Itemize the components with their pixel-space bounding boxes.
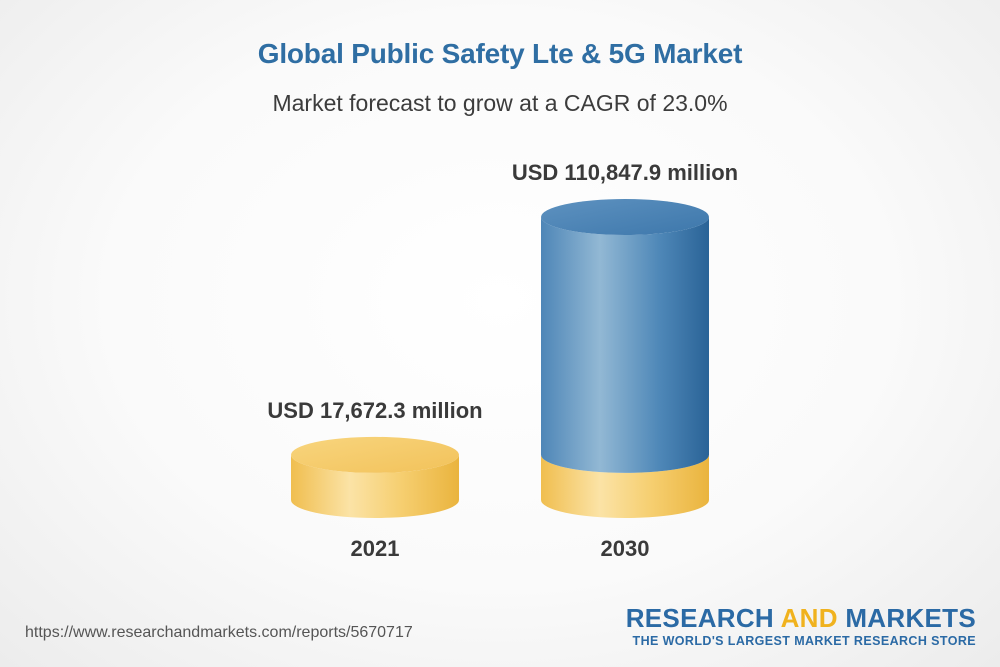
value-label-2030: USD 110,847.9 million bbox=[512, 160, 738, 185]
bar-2030-growth bbox=[541, 217, 709, 473]
brand-tagline: THE WORLD'S LARGEST MARKET RESEARCH STOR… bbox=[632, 634, 976, 648]
chart-title: Global Public Safety Lte & 5G Market bbox=[257, 38, 743, 69]
source-url[interactable]: https://www.researchandmarkets.com/repor… bbox=[25, 624, 413, 641]
bar-2030-top bbox=[541, 199, 709, 235]
brand-name: RESEARCH AND MARKETS bbox=[626, 604, 976, 632]
bar-2021-top bbox=[291, 436, 459, 473]
brand-name-part3: MARKETS bbox=[837, 603, 976, 633]
category-label-2030: 2030 bbox=[601, 536, 650, 561]
brand-name-part2: AND bbox=[780, 603, 838, 633]
brand-logo: RESEARCH AND MARKETS THE WORLD'S LARGEST… bbox=[626, 604, 976, 648]
value-label-2021: USD 17,672.3 million bbox=[267, 398, 482, 423]
chart-subtitle: Market forecast to grow at a CAGR of 23.… bbox=[272, 90, 728, 116]
category-label-2021: 2021 bbox=[351, 536, 400, 561]
bar-2021-base bbox=[291, 454, 459, 518]
brand-name-part1: RESEARCH bbox=[625, 603, 781, 633]
bar-2030-base bbox=[541, 454, 709, 518]
